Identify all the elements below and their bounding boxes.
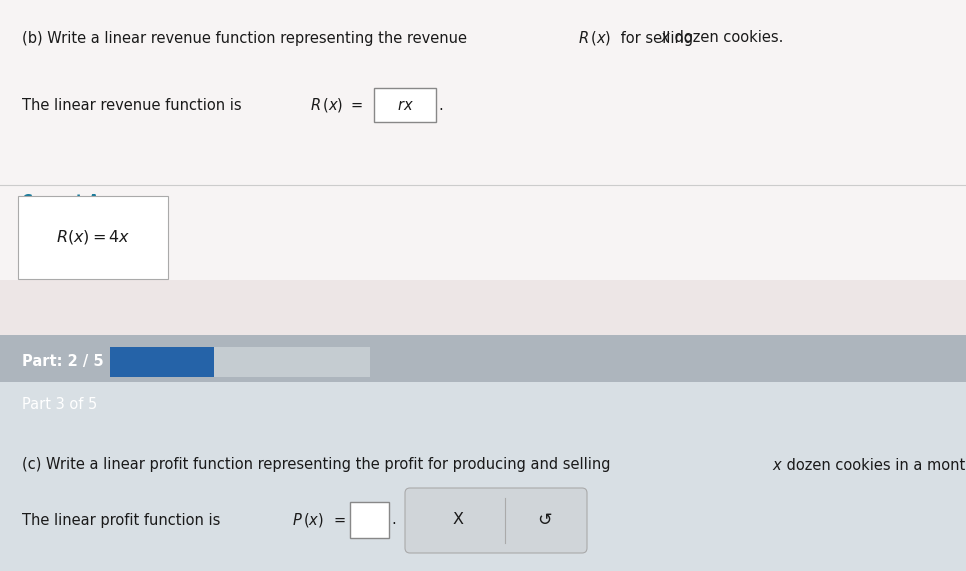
FancyBboxPatch shape [110,347,214,376]
FancyBboxPatch shape [110,347,370,376]
Text: The linear revenue function is: The linear revenue function is [22,98,246,112]
Text: Correct Answer:: Correct Answer: [22,195,156,210]
Text: $R\,(x)$: $R\,(x)$ [578,29,611,47]
FancyBboxPatch shape [350,502,389,538]
Text: $x$: $x$ [772,457,783,472]
Text: .: . [391,513,396,528]
Text: $R\,(x)$: $R\,(x)$ [310,96,343,114]
FancyBboxPatch shape [0,280,966,375]
FancyBboxPatch shape [405,488,587,553]
FancyBboxPatch shape [18,196,168,279]
Text: $P\,(x)$: $P\,(x)$ [292,511,324,529]
FancyBboxPatch shape [0,335,966,388]
Text: (b) Write a linear revenue function representing the revenue: (b) Write a linear revenue function repr… [22,30,471,46]
Text: .: . [438,98,442,112]
Text: $rx$: $rx$ [397,98,413,112]
Text: =: = [334,513,346,528]
Text: $R(x)=4x$: $R(x)=4x$ [56,228,130,247]
Text: ↺: ↺ [537,511,552,529]
Text: Part: 2 / 5: Part: 2 / 5 [22,354,103,369]
FancyBboxPatch shape [0,382,966,571]
Text: dozen cookies in a month.: dozen cookies in a month. [782,457,966,472]
FancyBboxPatch shape [374,88,436,122]
Text: =: = [351,98,363,112]
Text: for selling: for selling [616,30,697,46]
FancyBboxPatch shape [0,382,966,427]
Text: Part 3 of 5: Part 3 of 5 [22,397,98,412]
Text: X: X [453,513,464,528]
Text: $x$: $x$ [660,30,671,46]
FancyBboxPatch shape [0,0,966,280]
Text: The linear profit function is: The linear profit function is [22,513,225,528]
Text: (c) Write a linear profit function representing the profit for producing and sel: (c) Write a linear profit function repre… [22,457,615,472]
Text: dozen cookies.: dozen cookies. [670,30,783,46]
